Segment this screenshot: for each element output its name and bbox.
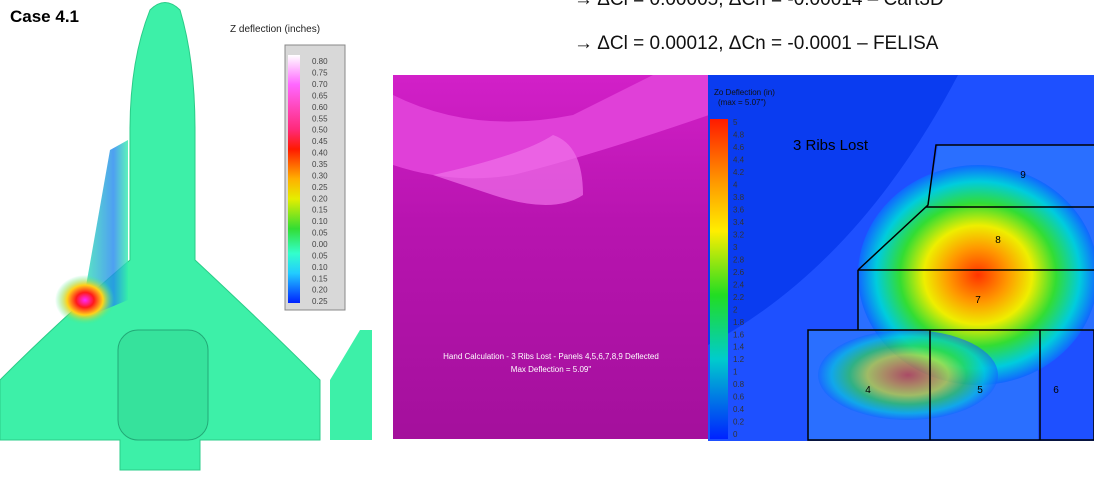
legend-label: 0.60	[312, 103, 328, 112]
legend-label: 4.8	[733, 131, 745, 140]
deflection-hotspot	[55, 275, 115, 325]
legend-label: 0.6	[733, 393, 745, 402]
caption-line1: Hand Calculation - 3 Ribs Lost - Panels …	[443, 352, 659, 361]
legend-label: 0.10	[312, 217, 328, 226]
legend-title: Zo Deflection (in)	[714, 88, 775, 97]
legend-label: 0.25	[312, 297, 328, 306]
legend-label: 4.4	[733, 156, 745, 165]
legend-label: 5	[733, 118, 738, 127]
legend-label: 4.2	[733, 168, 745, 177]
adjacent-wing	[330, 330, 372, 440]
cart3d-result: → ΔCl = 0.00005, ΔCn = -0.00014 – Cart3D	[574, 0, 944, 11]
legend-label: 0.25	[312, 183, 328, 192]
legend-label: 1.4	[733, 343, 745, 352]
felisa-deflection-image: 3 Ribs Lost Zo Deflection (in) (max = 5.…	[708, 75, 1094, 441]
legend-label: 3.4	[733, 218, 745, 227]
legend-label: 0.75	[312, 69, 328, 78]
caption-line2: Max Deflection = 5.09"	[511, 365, 592, 374]
felisa-result: → ΔCl = 0.00012, ΔCn = -0.0001 – FELISA	[574, 33, 939, 54]
legend-label: 0	[733, 430, 738, 439]
legend-label: 0.70	[312, 80, 328, 89]
legend-label: 0.20	[312, 194, 328, 203]
legend-label: 0.4	[733, 405, 745, 414]
legend-label: 3.6	[733, 205, 745, 214]
legend-label: 1.8	[733, 318, 745, 327]
legend-label: 1.2	[733, 355, 745, 364]
shuttle-deflection-image: Case 4.1 Z deflection (inches) 0.80 0.75 0…	[0, 2, 372, 471]
panel-number: 6	[1053, 385, 1059, 396]
legend-label: 0.10	[312, 263, 328, 272]
legend-label: 0.20	[312, 286, 328, 295]
legend-label: 4.6	[733, 143, 745, 152]
legend-label: 3.2	[733, 230, 745, 239]
legend-label: 0.35	[312, 160, 328, 169]
deflection-contours-lower	[818, 330, 998, 420]
legend-label: 2.8	[733, 255, 745, 264]
legend-subtitle: (max = 5.07")	[718, 98, 766, 107]
surface-bump	[433, 135, 583, 205]
panel-outlines	[807, 144, 1094, 441]
legend-label: 0.55	[312, 114, 328, 123]
legend-label: 2.6	[733, 268, 745, 277]
case-label: Case 4.1	[10, 7, 79, 26]
surface-highlight	[393, 75, 709, 179]
legend-label: 0.15	[312, 274, 328, 283]
legend-title: Z deflection (inches)	[230, 24, 320, 35]
legend-label: 0.45	[312, 137, 328, 146]
deflection-region	[80, 140, 128, 320]
panel-number: 5	[977, 385, 983, 396]
panel-number: 7	[975, 295, 981, 306]
legend-label: 0.50	[312, 126, 328, 135]
legend-label: 0.05	[312, 251, 328, 260]
legend-label: 0.2	[733, 418, 745, 427]
legend-label: 4	[733, 181, 738, 190]
legend-label: 0.8	[733, 380, 745, 389]
legend-label: 0.40	[312, 149, 328, 158]
legend-label: 2.4	[733, 280, 745, 289]
legend-label: 1.6	[733, 330, 745, 339]
legend-label: 1	[733, 368, 738, 377]
engine-pod	[117, 329, 209, 441]
legend-label: 0.30	[312, 171, 328, 180]
legend-label: 0.00	[312, 240, 328, 249]
legend-label: 0.15	[312, 206, 328, 215]
legend-label: 2	[733, 305, 738, 314]
legend-label: 0.05	[312, 229, 328, 238]
hand-calculation-image: Hand Calculation - 3 Ribs Lost - Panels …	[393, 75, 709, 439]
legend-label: 3	[733, 243, 738, 252]
panel-number: 4	[865, 385, 871, 396]
legend-label: 0.65	[312, 91, 328, 100]
heading: 3 Ribs Lost	[793, 137, 869, 154]
panel-number: 9	[1020, 170, 1026, 181]
legend-label: 3.8	[733, 193, 745, 202]
legend-label: 2.2	[733, 293, 745, 302]
panel-number: 8	[995, 235, 1001, 246]
shuttle-body	[0, 2, 321, 471]
legend-label: 0.80	[312, 57, 328, 66]
colorbar	[288, 55, 300, 303]
colorbar	[710, 119, 728, 439]
